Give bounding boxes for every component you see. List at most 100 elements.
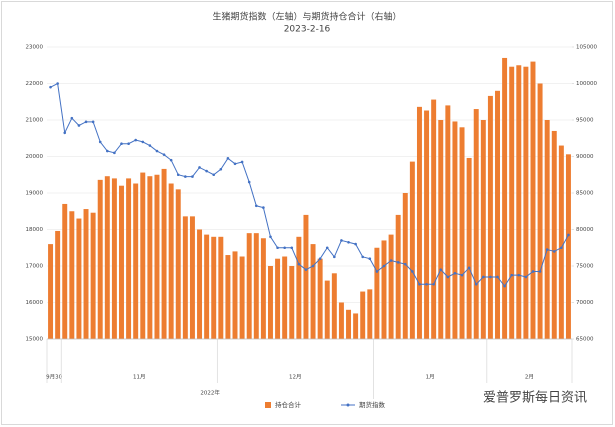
bar [48, 244, 54, 339]
line-point [240, 160, 244, 164]
line-point [162, 153, 166, 156]
line-point [482, 275, 485, 279]
bar [204, 234, 210, 339]
line-point [389, 259, 393, 262]
line-point [432, 282, 435, 286]
legend-label: 期货指数 [359, 400, 386, 409]
line-point [403, 262, 407, 266]
bar [544, 120, 550, 339]
bar [565, 154, 571, 339]
line-point [531, 270, 535, 273]
line-point [212, 173, 216, 177]
line-point [375, 270, 379, 273]
bar [395, 214, 401, 339]
y2-tick-label: 100000 [576, 81, 597, 87]
line-point [538, 270, 542, 273]
bar [381, 240, 387, 339]
bar [211, 236, 217, 339]
line-point [191, 175, 194, 178]
bar [367, 289, 373, 339]
legend-swatch [265, 402, 271, 408]
line-point [467, 266, 471, 270]
line-point [91, 120, 95, 124]
bar [253, 233, 259, 339]
bar [246, 233, 252, 339]
line-point [474, 282, 478, 286]
bar [55, 230, 61, 339]
bar [317, 258, 323, 339]
line-point [283, 246, 286, 250]
bar [260, 238, 266, 339]
line-point [552, 250, 556, 253]
line-point [333, 255, 336, 259]
bar [267, 266, 273, 339]
line-point [524, 275, 528, 279]
line-point [98, 140, 102, 144]
y-tick-label: 15000 [26, 337, 44, 343]
x-group-label: 1月 [426, 374, 435, 381]
line-point [382, 264, 386, 268]
bar [388, 234, 394, 339]
line-point [226, 157, 230, 160]
bar [530, 61, 536, 339]
bar [537, 83, 543, 339]
bar [275, 258, 281, 339]
bar [161, 168, 167, 339]
bar [416, 106, 422, 339]
line-point [49, 85, 52, 89]
bar [119, 185, 124, 339]
bar [189, 216, 195, 339]
bar [90, 212, 96, 339]
y-tick-label: 20000 [26, 154, 44, 160]
bar [473, 109, 479, 339]
line-point [425, 282, 428, 286]
bar [438, 120, 444, 339]
line-point [63, 131, 67, 135]
bar [126, 178, 132, 339]
line-point [453, 272, 457, 275]
bar [104, 176, 110, 339]
y2-tick-label: 95000 [576, 118, 594, 124]
bar [402, 193, 408, 339]
bar [62, 203, 68, 339]
line-point [120, 142, 123, 146]
line-point [340, 239, 343, 242]
line-point [311, 264, 315, 268]
bar [239, 256, 245, 339]
line-point [141, 140, 145, 144]
y-tick-label: 23000 [26, 45, 44, 51]
line-point [545, 248, 549, 251]
bar [282, 256, 288, 339]
line-point [148, 144, 152, 147]
bar [360, 291, 366, 339]
bar [111, 178, 117, 339]
bar [140, 172, 146, 339]
line-point [233, 162, 237, 166]
line-point [247, 180, 251, 184]
line-point [134, 138, 137, 142]
line-point [567, 233, 570, 237]
line-point [318, 257, 322, 261]
legend-swatch [346, 403, 350, 407]
x-group-label: 2月 [525, 374, 534, 381]
bar [374, 247, 380, 339]
bar [459, 127, 465, 339]
y-tick-label: 22000 [26, 81, 44, 87]
line-point [276, 246, 279, 250]
y2-tick-label: 80000 [576, 227, 594, 233]
bar [353, 313, 359, 339]
line-point [184, 175, 187, 178]
line-point [496, 275, 499, 279]
bar [310, 244, 316, 339]
x-group-label: 9月30 [46, 374, 62, 381]
line-point [205, 169, 208, 173]
line-point [198, 166, 201, 169]
chart-subtitle: 2023-2-16 [284, 25, 331, 35]
line-point [460, 273, 464, 277]
bar [303, 214, 309, 339]
bar [502, 57, 508, 339]
bar [558, 145, 564, 339]
y2-tick-label: 75000 [576, 264, 594, 270]
bar [182, 216, 188, 339]
